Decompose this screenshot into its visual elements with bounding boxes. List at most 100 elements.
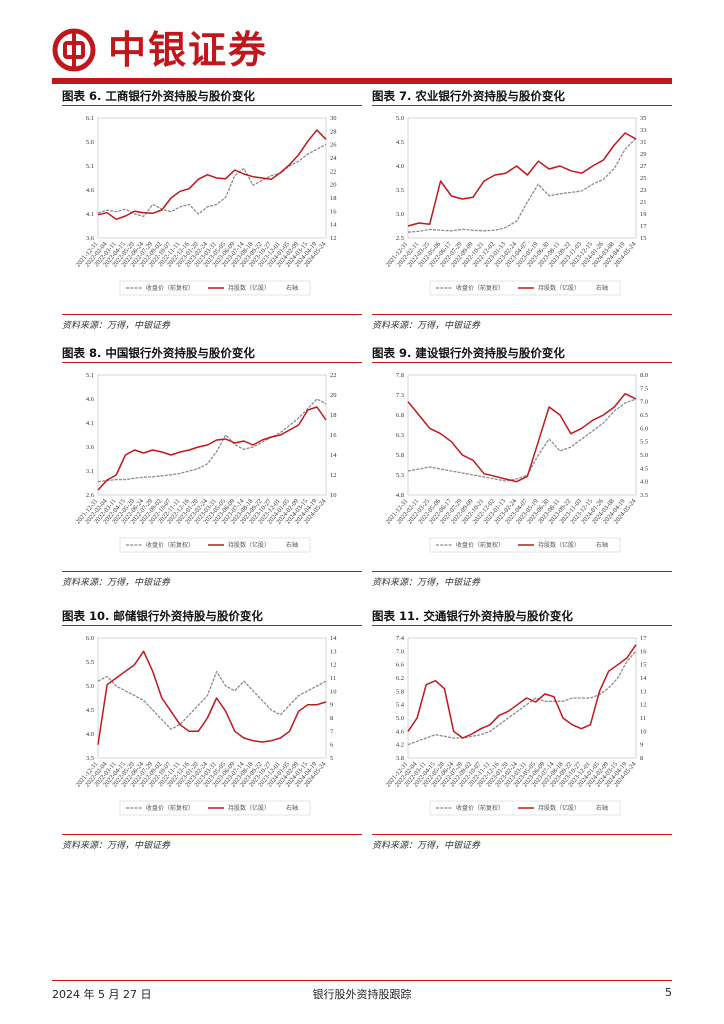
price-series-line (407, 137, 637, 233)
legend-box (119, 280, 311, 296)
right-tick-label: 7.0 (640, 399, 648, 406)
left-tick-label: 5.0 (396, 715, 404, 722)
left-tick-label: 5.1 (86, 163, 94, 170)
line-chart: 6.1 5.6 5.1 4.6 4.1 3.6 30 28 26 24 22 20 18 16 14 12 20… (62, 110, 362, 302)
figure-bottom-rule (62, 314, 362, 315)
left-tick-label: 6.2 (396, 675, 404, 682)
plot-frame (407, 117, 637, 239)
legend-box (429, 800, 621, 816)
right-tick-label: 16 (640, 648, 647, 655)
source-note: 资料来源：万得，中银证券 (62, 578, 171, 588)
chart-legend: 收盘价（前复权） 持股数（亿股） 右轴 (429, 537, 621, 553)
left-tick-label: 3.8 (396, 755, 404, 762)
figure-title-rule (372, 625, 672, 626)
right-tick-label: 10 (330, 688, 337, 695)
footer-date: 2024 年 5 月 27 日 (52, 988, 152, 1001)
right-tick-label: 13 (640, 688, 647, 695)
left-tick-label: 4.5 (86, 707, 94, 714)
left-tick-label: 3.0 (396, 211, 404, 218)
right-tick-label: 14 (330, 635, 337, 642)
left-tick-label: 6.8 (396, 412, 404, 419)
right-tick-label: 10 (330, 492, 337, 499)
right-tick-label: 17 (640, 223, 647, 230)
chart-svg: 7.8 7.3 6.8 6.3 5.8 5.3 4.8 8.0 7.5 7.0 6.5 6.0 5.5 5… (385, 372, 648, 553)
right-tick-label: 33 (640, 127, 647, 134)
left-tick-label: 5.4 (396, 702, 405, 709)
price-series-line (407, 398, 637, 482)
legend-holdings-label: 持股数（亿股） (538, 804, 580, 812)
left-tick-label: 6.3 (396, 432, 404, 439)
legend-holdings-label: 持股数（亿股） (228, 541, 270, 549)
figure-title-rule (372, 362, 672, 363)
legend-price-label: 收盘价（前复权） (146, 804, 194, 812)
figure-bottom-rule (372, 571, 672, 572)
right-tick-label: 15 (640, 662, 647, 669)
left-tick-label: 4.5 (396, 139, 404, 146)
right-tick-label: 7.5 (640, 385, 648, 392)
line-chart: 5.0 4.5 4.0 3.5 3.0 2.5 35 33 31 29 27 25 23 21 19 17 15… (372, 110, 672, 302)
left-tick-label: 5.0 (396, 115, 404, 122)
plot-frame (97, 374, 327, 496)
right-tick-label: 18 (330, 412, 337, 419)
right-tick-label: 26 (330, 142, 337, 149)
right-tick-label: 6.5 (640, 412, 648, 419)
right-tick-label: 6.0 (640, 425, 648, 432)
right-tick-label: 14 (330, 222, 337, 229)
left-tick-label: 6.6 (396, 662, 405, 669)
legend-holdings-label: 持股数（亿股） (228, 284, 270, 292)
legend-holdings-label: 持股数（亿股） (538, 541, 580, 549)
left-tick-label: 4.1 (86, 420, 94, 427)
figure-title: 图表 10. 邮储银行外资持股与股价变化 (62, 609, 263, 623)
right-tick-label: 27 (640, 163, 647, 170)
legend-box (119, 800, 311, 816)
right-tick-label: 5.5 (640, 439, 648, 446)
right-tick-label: 25 (640, 175, 647, 182)
left-tick-label: 4.0 (86, 731, 94, 738)
right-tick-label: 5.0 (640, 452, 648, 459)
plot-frame (97, 117, 327, 239)
legend-price-label: 收盘价（前复权） (146, 541, 194, 549)
price-series-line (97, 398, 327, 483)
right-tick-label: 3.5 (640, 492, 648, 499)
right-tick-label: 18 (330, 195, 337, 202)
chart-legend: 收盘价（前复权） 持股数（亿股） 右轴 (119, 280, 311, 296)
chart-svg: 6.05.55.04.54.03.51413121110987652021-12… (75, 635, 337, 816)
left-tick-label: 2.6 (86, 492, 95, 499)
legend-right-axis-label: 右轴 (286, 284, 298, 292)
left-tick-label: 2.5 (396, 235, 404, 242)
footer-rule (52, 980, 672, 981)
right-tick-label: 8.0 (640, 372, 648, 379)
left-tick-label: 4.1 (86, 211, 94, 218)
figure-title-rule (62, 105, 362, 106)
figure-bottom-rule (372, 314, 672, 315)
right-tick-label: 12 (330, 235, 337, 242)
figure-title: 图表 8. 中国银行外资持股与股价变化 (62, 346, 255, 360)
figure-title-rule (62, 362, 362, 363)
header-rule (52, 78, 672, 84)
right-tick-label: 14 (330, 452, 337, 459)
legend-holdings-label: 持股数（亿股） (228, 804, 270, 812)
line-chart: 7.4 7.0 6.6 6.2 5.8 5.4 5.0 4.6 4.2 3.8 17 16 15 14 13… (372, 630, 672, 822)
plot-frame (407, 637, 637, 759)
holdings-series-line (407, 132, 637, 227)
plot-frame (97, 637, 327, 759)
left-tick-label: 7.4 (396, 635, 405, 642)
right-tick-label: 12 (640, 702, 647, 709)
left-tick-label: 5.8 (396, 452, 404, 459)
legend-price-label: 收盘价（前复权） (456, 804, 504, 812)
chart-svg: 5.0 4.5 4.0 3.5 3.0 2.5 35 33 31 29 27 25 23 21 19 17 15… (385, 115, 647, 296)
price-series-line (407, 650, 637, 746)
right-tick-label: 31 (640, 139, 647, 146)
right-tick-label: 12 (330, 662, 337, 669)
left-tick-label: 7.8 (396, 372, 404, 379)
right-tick-label: 10 (640, 728, 647, 735)
holdings-series-line (97, 129, 327, 221)
legend-box (429, 280, 621, 296)
left-tick-label: 7.3 (396, 392, 404, 399)
right-tick-label: 16 (330, 208, 337, 215)
right-tick-label: 20 (330, 182, 337, 189)
right-tick-label: 7 (330, 728, 334, 735)
line-chart: 7.8 7.3 6.8 6.3 5.8 5.3 4.8 8.0 7.5 7.0 6.5 6.0 5.5 5… (372, 367, 672, 559)
left-tick-label: 3.6 (86, 235, 95, 242)
right-tick-label: 14 (640, 675, 647, 682)
